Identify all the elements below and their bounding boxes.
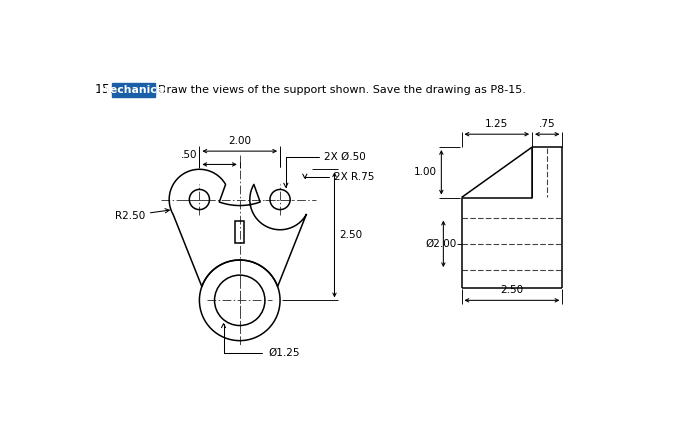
Text: .75: .75 xyxy=(539,119,556,129)
Text: 2X Ø.50: 2X Ø.50 xyxy=(284,152,366,187)
Text: .50: .50 xyxy=(181,151,197,160)
Text: 2.50: 2.50 xyxy=(339,230,363,240)
Text: R2.50: R2.50 xyxy=(115,209,170,221)
FancyBboxPatch shape xyxy=(111,82,155,97)
Text: Draw the views of the support shown. Save the drawing as P8-15.: Draw the views of the support shown. Sav… xyxy=(158,85,526,95)
Bar xyxy=(235,221,244,243)
Text: Mechanical: Mechanical xyxy=(99,85,167,95)
Text: Ø1.25: Ø1.25 xyxy=(221,323,300,358)
Text: 1.00: 1.00 xyxy=(414,167,437,177)
Text: 2.50: 2.50 xyxy=(500,285,523,295)
Text: 2X R.75: 2X R.75 xyxy=(302,172,375,183)
Text: 1.25: 1.25 xyxy=(485,119,509,129)
Text: 2.00: 2.00 xyxy=(228,136,251,146)
Text: Ø2.00: Ø2.00 xyxy=(426,239,457,249)
Text: 15.: 15. xyxy=(95,83,114,96)
